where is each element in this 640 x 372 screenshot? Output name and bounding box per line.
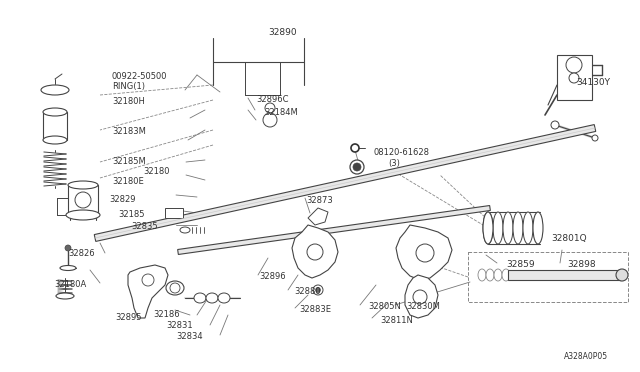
- Text: 32185M: 32185M: [112, 157, 146, 166]
- Text: 32805N: 32805N: [368, 302, 401, 311]
- Text: 32880: 32880: [294, 287, 321, 296]
- Text: 32826: 32826: [68, 249, 95, 258]
- Ellipse shape: [523, 212, 533, 244]
- Circle shape: [350, 160, 364, 174]
- Ellipse shape: [551, 121, 559, 129]
- Text: 32835: 32835: [131, 222, 157, 231]
- Ellipse shape: [494, 269, 502, 281]
- Ellipse shape: [483, 212, 493, 244]
- Ellipse shape: [503, 212, 513, 244]
- Text: 32180A: 32180A: [54, 280, 86, 289]
- Circle shape: [265, 103, 275, 113]
- Text: 32811N: 32811N: [380, 316, 413, 325]
- Ellipse shape: [194, 293, 206, 303]
- Polygon shape: [94, 125, 596, 241]
- Polygon shape: [128, 265, 168, 318]
- Ellipse shape: [166, 281, 184, 295]
- Text: 32859: 32859: [506, 260, 534, 269]
- Ellipse shape: [616, 269, 628, 281]
- Ellipse shape: [43, 136, 67, 144]
- Bar: [43, 112, 67, 140]
- Polygon shape: [292, 225, 338, 278]
- Circle shape: [416, 244, 434, 262]
- Circle shape: [413, 290, 427, 304]
- Text: 32896C: 32896C: [256, 95, 289, 104]
- Text: 00922-50500: 00922-50500: [112, 72, 168, 81]
- Text: 32183M: 32183M: [112, 127, 146, 136]
- Text: A328A0P05: A328A0P05: [564, 352, 608, 361]
- Ellipse shape: [66, 210, 100, 220]
- Circle shape: [569, 73, 579, 83]
- Ellipse shape: [478, 269, 486, 281]
- Text: 32180E: 32180E: [112, 177, 144, 186]
- Ellipse shape: [483, 212, 493, 244]
- Ellipse shape: [60, 266, 76, 270]
- Circle shape: [351, 144, 359, 152]
- Ellipse shape: [493, 212, 503, 244]
- Polygon shape: [308, 208, 328, 225]
- Ellipse shape: [56, 293, 74, 299]
- Ellipse shape: [206, 293, 218, 303]
- Text: 32185: 32185: [118, 210, 145, 219]
- Text: 32180: 32180: [143, 167, 170, 176]
- Circle shape: [566, 57, 582, 73]
- Text: 08120-61628: 08120-61628: [373, 148, 429, 157]
- Ellipse shape: [68, 211, 98, 219]
- Ellipse shape: [592, 135, 598, 141]
- Text: 32829: 32829: [109, 195, 136, 204]
- Bar: [557, 55, 592, 100]
- Text: 32873: 32873: [306, 196, 333, 205]
- Text: 32830M: 32830M: [406, 302, 440, 311]
- Circle shape: [263, 113, 277, 127]
- Ellipse shape: [68, 181, 98, 189]
- Circle shape: [75, 192, 91, 208]
- Text: 32895: 32895: [115, 313, 141, 322]
- Text: 32883E: 32883E: [299, 305, 331, 314]
- Circle shape: [313, 285, 323, 295]
- Ellipse shape: [41, 85, 69, 95]
- Ellipse shape: [486, 269, 494, 281]
- Text: 32180H: 32180H: [112, 97, 145, 106]
- Circle shape: [170, 283, 180, 293]
- Text: 32896: 32896: [259, 272, 285, 281]
- Text: 32890: 32890: [268, 28, 296, 37]
- Polygon shape: [178, 205, 490, 254]
- Polygon shape: [405, 275, 438, 318]
- Text: 34130Y: 34130Y: [576, 78, 610, 87]
- Polygon shape: [508, 270, 622, 280]
- Text: 32834: 32834: [176, 332, 203, 341]
- Ellipse shape: [180, 227, 190, 233]
- Text: RING(1): RING(1): [112, 82, 145, 91]
- Polygon shape: [396, 225, 452, 280]
- Ellipse shape: [533, 212, 543, 244]
- Circle shape: [65, 245, 71, 251]
- Circle shape: [307, 244, 323, 260]
- Text: 32898: 32898: [567, 260, 596, 269]
- Circle shape: [142, 274, 154, 286]
- Bar: [68, 185, 98, 215]
- Text: (3): (3): [388, 159, 400, 168]
- Circle shape: [316, 288, 321, 292]
- Text: 32831: 32831: [166, 321, 193, 330]
- Bar: [165, 208, 183, 218]
- Text: 32801Q: 32801Q: [551, 234, 587, 243]
- Text: 32184M: 32184M: [264, 108, 298, 117]
- Circle shape: [353, 163, 361, 171]
- Ellipse shape: [513, 212, 523, 244]
- Ellipse shape: [502, 269, 510, 281]
- Bar: [468, 252, 628, 302]
- Ellipse shape: [43, 108, 67, 116]
- Text: 32186: 32186: [153, 310, 180, 319]
- Ellipse shape: [218, 293, 230, 303]
